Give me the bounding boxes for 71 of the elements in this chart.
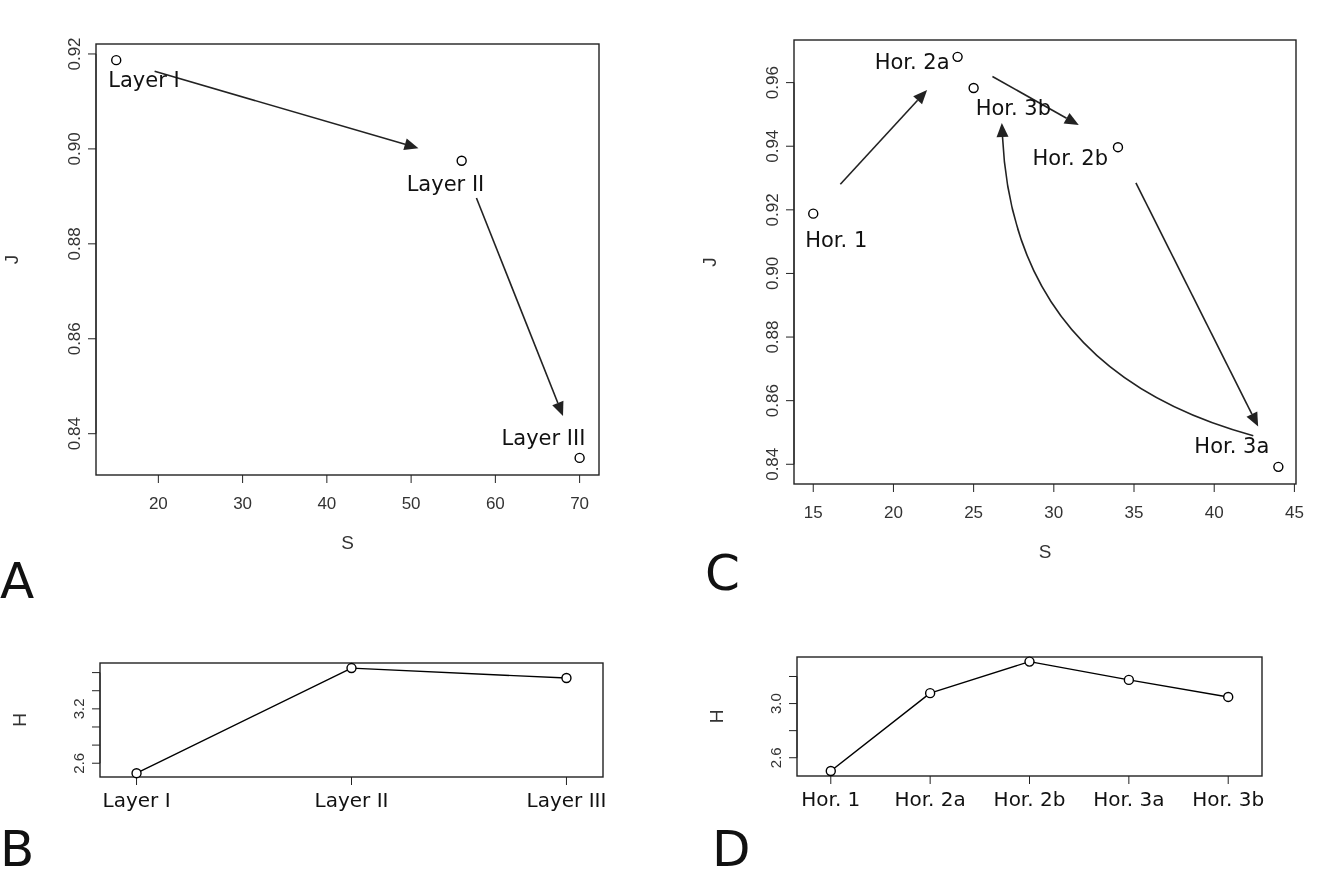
y-axis-title: J [1, 254, 22, 265]
point [574, 452, 585, 464]
y-tick-label: 0.96 [763, 66, 782, 100]
y-axis-title: H [706, 709, 727, 724]
x-tick-label: 15 [803, 503, 823, 522]
x-tick-label: 30 [1044, 503, 1064, 522]
point [952, 51, 963, 63]
point [131, 767, 142, 779]
point [1112, 141, 1124, 153]
y-axis-title: H [9, 713, 30, 727]
x-tick-label: Layer III [526, 788, 607, 812]
text: A [0, 552, 35, 610]
y-tick-label: 0.90 [65, 132, 84, 166]
text: C [705, 544, 740, 602]
point [111, 54, 122, 66]
text: D [712, 820, 751, 876]
y-tick-label: 0.86 [65, 322, 84, 356]
annotation: Hor. 2a [874, 49, 950, 74]
x-tick-label: 50 [401, 494, 421, 513]
y-tick-label: 0.88 [65, 227, 84, 261]
x-tick-label: Hor. 3a [1093, 787, 1165, 811]
text: B [0, 820, 35, 876]
x-tick-label: Layer II [314, 788, 389, 812]
y-tick-label: 0.84 [763, 447, 782, 481]
x-tick-label: 25 [964, 503, 984, 522]
y-tick-label: 3.0 [767, 693, 784, 714]
y-tick-label: 0.90 [763, 256, 782, 290]
annotation: Hor. 3b [975, 96, 1052, 121]
annotation: Layer III [501, 425, 586, 450]
x-tick-label: 30 [233, 494, 253, 513]
x-tick-label: 35 [1124, 503, 1144, 522]
y-tick-label: 0.86 [763, 384, 782, 418]
annotation: Hor. 2b [1032, 146, 1108, 171]
x-tick-label: 45 [1284, 503, 1304, 522]
x-axis-title: S [341, 532, 354, 553]
x-tick-label: Hor. 2b [993, 787, 1066, 811]
point [825, 765, 836, 777]
x-tick-label: Layer I [102, 788, 171, 812]
x-tick-label: 60 [485, 494, 505, 513]
x-tick-label: Hor. 3b [1192, 787, 1265, 811]
y-tick-label: 2.6 [70, 752, 87, 774]
point [968, 82, 979, 94]
y-tick-label: 0.84 [65, 417, 84, 451]
x-tick-label: 40 [317, 494, 337, 513]
x-tick-label: Hor. 2a [894, 787, 966, 811]
y-tick-label: 0.94 [763, 129, 782, 163]
annotation: Layer II [406, 171, 485, 196]
y-tick-label: 0.88 [763, 320, 782, 354]
x-tick-label: 20 [148, 494, 168, 513]
point [1123, 674, 1135, 686]
y-tick-label: 0.92 [763, 193, 782, 227]
annotation: Layer I [108, 68, 180, 93]
y-tick-label: 3.2 [70, 698, 87, 720]
x-tick-label: 20 [883, 503, 903, 522]
annotation: Hor. 3a [1194, 433, 1270, 458]
x-axis-title: S [1038, 541, 1052, 562]
annotation: Hor. 1 [805, 227, 868, 252]
point [1024, 656, 1035, 667]
point [1223, 691, 1234, 703]
x-tick-label: Hor. 1 [801, 787, 861, 811]
x-tick-label: 70 [570, 494, 590, 513]
point [346, 662, 357, 674]
point [561, 672, 572, 684]
point [808, 208, 819, 219]
point [456, 155, 467, 166]
y-tick-label: 0.92 [65, 37, 84, 71]
x-tick-label: 40 [1204, 503, 1224, 522]
point [1273, 461, 1284, 473]
point [924, 687, 936, 699]
y-tick-label: 2.6 [767, 747, 784, 769]
y-axis-title: J [699, 257, 720, 267]
